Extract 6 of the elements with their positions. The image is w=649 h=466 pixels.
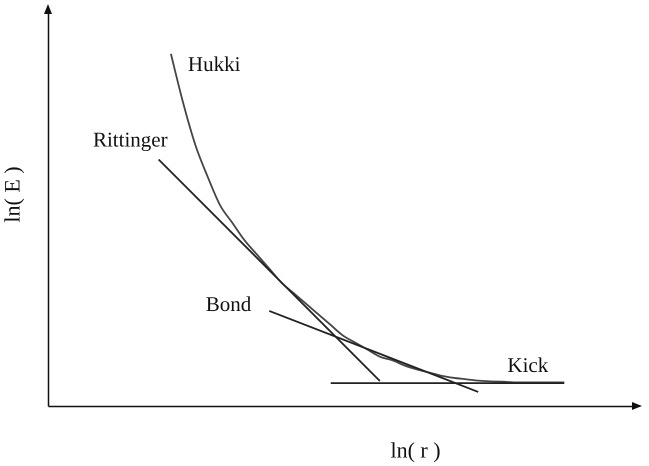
x-axis-title: ln( r ) [390,438,441,462]
series-label: Rittinger [92,127,168,152]
series-label: Kick [507,353,549,378]
series-label: Bond [206,292,252,316]
y-axis-title: ln( E ) [0,166,24,223]
series-label: Hukki [188,52,241,76]
